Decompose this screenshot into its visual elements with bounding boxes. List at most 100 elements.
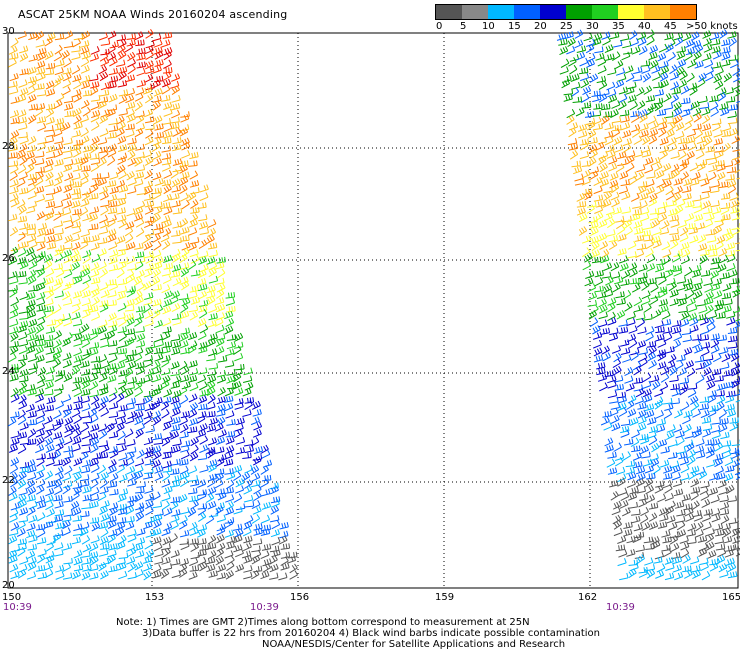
wind-barb <box>154 465 164 474</box>
wind-barb <box>136 61 146 69</box>
wind-barb <box>683 347 693 356</box>
wind-barb <box>679 70 688 81</box>
wind-barb <box>198 423 208 432</box>
wind-barb <box>694 129 704 140</box>
wind-barb <box>44 404 55 412</box>
wind-barb <box>64 179 75 187</box>
wind-barb <box>54 149 63 158</box>
wind-barb <box>61 50 70 60</box>
wind-barb <box>72 482 83 489</box>
wind-barb <box>9 52 19 60</box>
wind-barb <box>63 96 74 104</box>
wind-barb <box>651 442 660 453</box>
wind-barb <box>161 527 171 537</box>
wind-barb <box>682 554 691 564</box>
wind-barb <box>662 547 672 558</box>
wind-barb <box>10 332 19 342</box>
wind-barb <box>598 93 608 103</box>
wind-barb <box>721 59 731 67</box>
wind-barb <box>607 67 617 76</box>
wind-barb <box>618 487 628 496</box>
wind-barb <box>725 545 735 552</box>
wind-barb <box>100 367 110 376</box>
wind-barb <box>673 479 683 488</box>
wind-barb <box>665 185 674 196</box>
wind-barb <box>624 302 633 312</box>
wind-barb <box>89 500 99 509</box>
wind-barb <box>163 101 173 110</box>
wind-barb <box>180 327 190 335</box>
wind-barb <box>172 264 182 272</box>
wind-barb <box>45 129 56 138</box>
wind-barb <box>214 297 225 306</box>
wind-barb <box>208 267 217 278</box>
wind-barb <box>62 72 72 82</box>
wind-barb <box>116 557 126 566</box>
wind-barb <box>117 291 127 301</box>
wind-barb <box>598 319 608 328</box>
wind-barb <box>54 171 64 181</box>
wind-barb <box>673 424 683 433</box>
wind-barb <box>143 268 153 278</box>
wind-barb <box>145 493 155 502</box>
wind-barb <box>62 359 72 369</box>
wind-barb <box>71 188 81 196</box>
wind-barb <box>270 529 280 538</box>
wind-barb <box>9 563 19 573</box>
wind-barb <box>63 163 73 173</box>
wind-barb <box>705 213 715 222</box>
legend-label: 0 <box>436 21 443 32</box>
wind-barb <box>144 485 154 494</box>
wind-barb <box>27 269 37 280</box>
wind-barb <box>663 397 673 405</box>
wind-barb <box>586 59 595 68</box>
wind-barb <box>81 51 91 60</box>
wind-barb <box>99 114 109 124</box>
wind-barb <box>90 479 99 489</box>
wind-barb <box>680 255 690 265</box>
wind-barb <box>17 94 27 103</box>
wind-barb <box>656 109 667 117</box>
pass-time: 10:39 <box>3 602 32 613</box>
wind-barb <box>19 222 29 230</box>
wind-barb <box>44 253 53 263</box>
wind-barb <box>144 108 154 118</box>
wind-barb <box>658 201 668 209</box>
wind-barb <box>730 447 740 455</box>
wind-barb <box>26 459 36 468</box>
wind-barb <box>591 249 600 259</box>
wind-barb <box>642 222 653 230</box>
wind-barb <box>170 468 180 475</box>
wind-barb <box>37 142 46 152</box>
wind-barb <box>677 297 687 307</box>
wind-barb <box>54 208 65 216</box>
wind-barb <box>153 542 163 552</box>
wind-barb <box>61 313 72 322</box>
wind-barb <box>594 285 604 293</box>
wind-barb <box>144 156 154 166</box>
wind-barb <box>224 402 234 412</box>
wind-barb <box>9 373 19 382</box>
wind-barb <box>163 206 173 216</box>
wind-barb <box>727 184 737 195</box>
wind-barb <box>698 95 708 104</box>
wind-barb <box>678 150 687 161</box>
wind-barb <box>206 424 217 433</box>
wind-barb <box>109 57 118 67</box>
wind-barb <box>206 386 216 397</box>
wind-barb <box>705 533 715 544</box>
wind-barb <box>643 536 654 544</box>
wind-barb <box>671 465 681 474</box>
wind-barb <box>612 124 622 132</box>
wind-barb <box>28 260 38 270</box>
wind-barb <box>708 157 718 166</box>
wind-barb <box>216 303 226 313</box>
wind-barb <box>595 200 606 208</box>
wind-barb <box>686 529 696 537</box>
wind-barb <box>206 563 216 573</box>
wind-barb <box>197 269 207 279</box>
wind-barb <box>270 499 280 508</box>
wind-barb <box>72 515 82 522</box>
wind-barb <box>107 340 118 347</box>
wind-barb <box>199 544 210 551</box>
